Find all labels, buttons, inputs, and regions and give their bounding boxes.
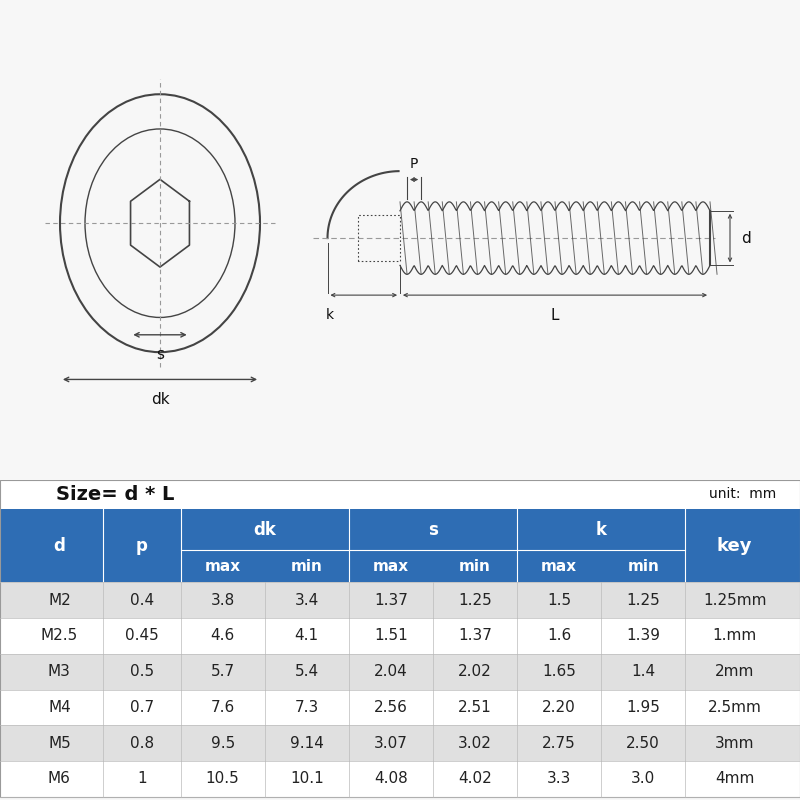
Text: Size= d * L: Size= d * L xyxy=(56,485,174,504)
Text: 3.8: 3.8 xyxy=(210,593,234,608)
Text: 2.50: 2.50 xyxy=(626,736,660,750)
Text: max: max xyxy=(541,559,577,574)
Text: 10.1: 10.1 xyxy=(290,771,324,786)
Text: d: d xyxy=(54,537,66,554)
Text: s: s xyxy=(156,347,164,362)
Text: 1.51: 1.51 xyxy=(374,629,408,643)
Text: 1.25: 1.25 xyxy=(626,593,660,608)
Text: 4.6: 4.6 xyxy=(210,629,234,643)
FancyBboxPatch shape xyxy=(0,618,800,654)
FancyBboxPatch shape xyxy=(0,726,800,761)
Text: 2.75: 2.75 xyxy=(542,736,576,750)
Text: key: key xyxy=(717,537,752,554)
Text: 1.37: 1.37 xyxy=(374,593,408,608)
Text: k: k xyxy=(326,307,334,322)
Text: k: k xyxy=(596,521,606,538)
Text: 2mm: 2mm xyxy=(715,664,754,679)
Text: 7.3: 7.3 xyxy=(294,700,319,715)
Text: 5.7: 5.7 xyxy=(210,664,234,679)
Text: M2: M2 xyxy=(48,593,71,608)
Text: 2.56: 2.56 xyxy=(374,700,408,715)
Text: p: p xyxy=(136,537,148,554)
Text: dk: dk xyxy=(150,392,170,407)
Text: 10.5: 10.5 xyxy=(206,771,239,786)
FancyBboxPatch shape xyxy=(0,761,800,797)
Text: 3mm: 3mm xyxy=(715,736,754,750)
FancyBboxPatch shape xyxy=(0,690,800,726)
Text: 5.4: 5.4 xyxy=(294,664,319,679)
Text: M2.5: M2.5 xyxy=(41,629,78,643)
FancyBboxPatch shape xyxy=(0,654,800,690)
Text: dk: dk xyxy=(254,521,276,538)
Text: 0.4: 0.4 xyxy=(130,593,154,608)
Text: 7.6: 7.6 xyxy=(210,700,234,715)
Text: 4.08: 4.08 xyxy=(374,771,408,786)
Text: 2.51: 2.51 xyxy=(458,700,492,715)
Text: 4mm: 4mm xyxy=(715,771,754,786)
Text: 2.02: 2.02 xyxy=(458,664,492,679)
Text: 4.1: 4.1 xyxy=(294,629,319,643)
Text: min: min xyxy=(627,559,659,574)
Text: 2.20: 2.20 xyxy=(542,700,576,715)
Text: s: s xyxy=(428,521,438,538)
Text: 4.02: 4.02 xyxy=(458,771,492,786)
Text: 3.02: 3.02 xyxy=(458,736,492,750)
Text: 0.8: 0.8 xyxy=(130,736,154,750)
FancyBboxPatch shape xyxy=(0,509,800,582)
Text: 2.04: 2.04 xyxy=(374,664,408,679)
Text: 9.5: 9.5 xyxy=(210,736,234,750)
Text: 1.4: 1.4 xyxy=(631,664,655,679)
Text: min: min xyxy=(291,559,322,574)
Text: 0.5: 0.5 xyxy=(130,664,154,679)
Text: M5: M5 xyxy=(48,736,71,750)
Text: 0.45: 0.45 xyxy=(125,629,158,643)
FancyBboxPatch shape xyxy=(0,582,800,618)
Text: 1.5: 1.5 xyxy=(547,593,571,608)
Text: M3: M3 xyxy=(48,664,71,679)
Text: 1.6: 1.6 xyxy=(547,629,571,643)
Text: 3.0: 3.0 xyxy=(631,771,655,786)
Text: 1.65: 1.65 xyxy=(542,664,576,679)
FancyBboxPatch shape xyxy=(0,480,800,509)
Text: 1.95: 1.95 xyxy=(626,700,660,715)
Text: 1.mm: 1.mm xyxy=(713,629,757,643)
Text: 1.37: 1.37 xyxy=(458,629,492,643)
Text: M6: M6 xyxy=(48,771,71,786)
Text: 1.39: 1.39 xyxy=(626,629,660,643)
Text: d: d xyxy=(741,230,750,246)
Text: 3.07: 3.07 xyxy=(374,736,408,750)
Text: 1: 1 xyxy=(137,771,146,786)
Text: 3.4: 3.4 xyxy=(294,593,319,608)
Text: P: P xyxy=(410,157,418,170)
Text: M4: M4 xyxy=(48,700,71,715)
Text: L: L xyxy=(550,307,559,322)
Text: 1.25: 1.25 xyxy=(458,593,492,608)
Text: max: max xyxy=(205,559,241,574)
Text: 3.3: 3.3 xyxy=(547,771,571,786)
Text: 9.14: 9.14 xyxy=(290,736,324,750)
Text: 1.25mm: 1.25mm xyxy=(703,593,766,608)
Text: 2.5mm: 2.5mm xyxy=(708,700,762,715)
Text: 0.7: 0.7 xyxy=(130,700,154,715)
Text: unit:  mm: unit: mm xyxy=(709,487,776,502)
Text: min: min xyxy=(459,559,491,574)
Text: max: max xyxy=(373,559,409,574)
